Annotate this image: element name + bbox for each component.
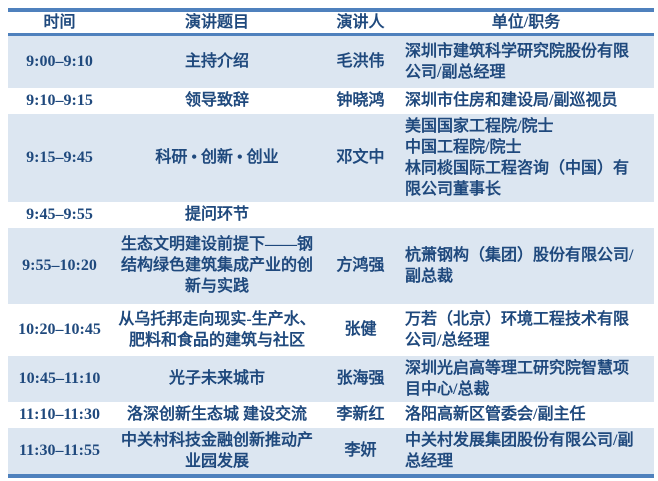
org-cell: 深圳市建筑科学研究院股份有限公司/副总经理 — [405, 42, 630, 81]
table-row: 11:30–11:55 中关村科技金融创新推动产业园发展 李妍 中关村发展集团股… — [8, 427, 654, 476]
header-org: 单位/职务 — [491, 14, 561, 31]
title-cell: 生态文明建设前提下——钢结构绿色建筑集成产业的创新与实践 — [120, 236, 313, 295]
header-speaker: 演讲人 — [336, 14, 385, 31]
time-cell: 11:30–11:55 — [19, 442, 100, 459]
table-row: 9:55–10:20 生态文明建设前提下——钢结构绿色建筑集成产业的创新与实践 … — [8, 227, 654, 304]
time-cell: 10:20–10:45 — [18, 321, 101, 338]
title-cell: 洛深创新生态城 建设交流 — [126, 406, 307, 423]
time-cell: 10:45–11:10 — [18, 370, 101, 387]
title-cell: 科研 • 创新 • 创业 — [155, 149, 279, 166]
org-cell: 中关村发展集团股份有限公司/副总经理 — [405, 431, 634, 470]
speaker-cell — [323, 202, 398, 228]
org-cell: 深圳市住房和建设局/副巡视员 — [405, 92, 618, 109]
time-cell: 9:55–10:20 — [22, 257, 97, 274]
speaker-cell: 李新红 — [336, 406, 385, 423]
title-cell: 提问环节 — [184, 206, 249, 223]
table-row: 9:10–9:15 领导致辞 钟晓鸿 深圳市住房和建设局/副巡视员 — [8, 87, 654, 114]
org-cell: 深圳光启高等理工研究院智慧项目中心/总裁 — [405, 359, 630, 398]
speaker-cell: 方鸿强 — [336, 257, 385, 274]
table-row: 10:45–11:10 光子未来城市 张海强 深圳光启高等理工研究院智慧项目中心… — [8, 355, 654, 402]
time-cell: 9:00–9:10 — [26, 53, 93, 71]
speaker-cell: 钟晓鸿 — [336, 92, 385, 109]
agenda-table: 时间 演讲题目 演讲人 单位/职务 9:00–9:10 主持介绍 毛洪伟 深圳市… — [8, 8, 654, 478]
title-cell: 中关村科技金融创新推动产业园发展 — [120, 431, 313, 470]
table-row: 10:20–10:45 从乌托邦走向现实-生产水、肥料和食品的建筑与社区 张健 … — [8, 303, 654, 356]
table-row: 9:15–9:45 科研 • 创新 • 创业 邓文中 美国国家工程院/院士 中国… — [8, 113, 654, 202]
speaker-cell: 张海强 — [336, 370, 385, 387]
header-time: 时间 — [43, 14, 76, 31]
table-row: 9:45–9:55 提问环节 — [8, 201, 654, 228]
table-row: 11:10–11:30 洛深创新生态城 建设交流 李新红 洛阳高新区管委会/副主… — [8, 401, 654, 428]
time-cell: 9:15–9:45 — [26, 149, 93, 166]
org-cell: 美国国家工程院/院士 中国工程院/院士 林同棪国际工程咨询（中国）有限公司董事长 — [405, 117, 630, 198]
title-cell: 光子未来城市 — [168, 370, 265, 387]
speaker-cell: 邓文中 — [336, 149, 385, 166]
org-cell: 杭萧钢构（集团）股份有限公司/副总裁 — [405, 246, 634, 285]
time-cell: 9:10–9:15 — [26, 92, 93, 109]
time-cell: 9:45–9:55 — [26, 206, 93, 223]
table-row: 9:00–9:10 主持介绍 毛洪伟 深圳市建筑科学研究院股份有限公司/副总经理 — [8, 34, 654, 88]
speaker-cell: 张健 — [344, 321, 377, 338]
title-cell: 领导致辞 — [184, 92, 249, 109]
title-cell: 主持介绍 — [184, 53, 249, 71]
org-cell: 洛阳高新区管委会/副主任 — [405, 406, 586, 423]
speaker-cell: 李妍 — [344, 442, 377, 459]
time-cell: 11:10–11:30 — [19, 406, 100, 423]
header-row: 时间 演讲题目 演讲人 单位/职务 — [8, 10, 654, 35]
title-cell: 从乌托邦走向现实-生产水、肥料和食品的建筑与社区 — [118, 310, 316, 349]
org-cell: 万若（北京）环境工程技术有限公司/总经理 — [405, 310, 630, 349]
header-title: 演讲题目 — [184, 14, 249, 31]
speaker-cell: 毛洪伟 — [336, 53, 385, 71]
org-cell — [398, 202, 654, 228]
